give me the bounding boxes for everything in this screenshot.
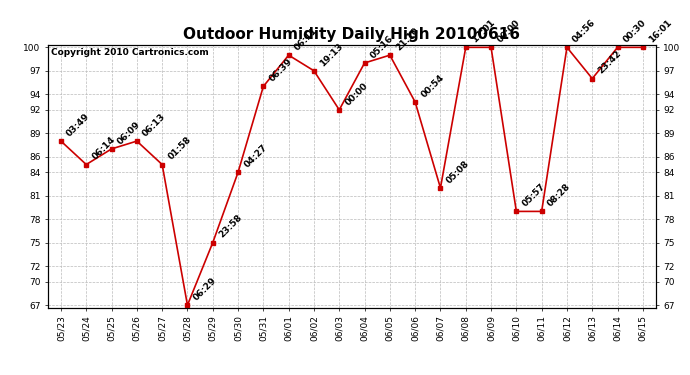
Text: 01:58: 01:58 [166, 135, 193, 162]
Text: 06:39: 06:39 [268, 57, 294, 84]
Text: 06:13: 06:13 [141, 112, 168, 138]
Text: 05:08: 05:08 [444, 159, 471, 185]
Text: 00:00: 00:00 [344, 81, 370, 107]
Text: 17:01: 17:01 [470, 18, 497, 45]
Title: Outdoor Humidity Daily High 20100616: Outdoor Humidity Daily High 20100616 [184, 27, 520, 42]
Text: 19:13: 19:13 [318, 41, 345, 68]
Text: 06:09: 06:09 [116, 120, 142, 146]
Text: 00:54: 00:54 [420, 73, 446, 99]
Text: 23:42: 23:42 [596, 49, 623, 76]
Text: 04:56: 04:56 [571, 18, 598, 45]
Text: 05:57: 05:57 [520, 182, 547, 209]
Text: 06:11: 06:11 [293, 26, 319, 53]
Text: 08:28: 08:28 [546, 182, 572, 209]
Text: Copyright 2010 Cartronics.com: Copyright 2010 Cartronics.com [51, 48, 209, 57]
Text: 16:01: 16:01 [647, 18, 673, 45]
Text: 04:27: 04:27 [242, 143, 269, 170]
Text: 06:29: 06:29 [192, 276, 218, 302]
Text: 23:58: 23:58 [217, 213, 244, 240]
Text: 00:00: 00:00 [495, 18, 522, 45]
Text: 06:14: 06:14 [90, 135, 117, 162]
Text: 21:10: 21:10 [394, 26, 420, 53]
Text: 05:16: 05:16 [368, 34, 395, 60]
Text: 03:49: 03:49 [65, 112, 92, 138]
Text: 00:30: 00:30 [622, 18, 648, 45]
